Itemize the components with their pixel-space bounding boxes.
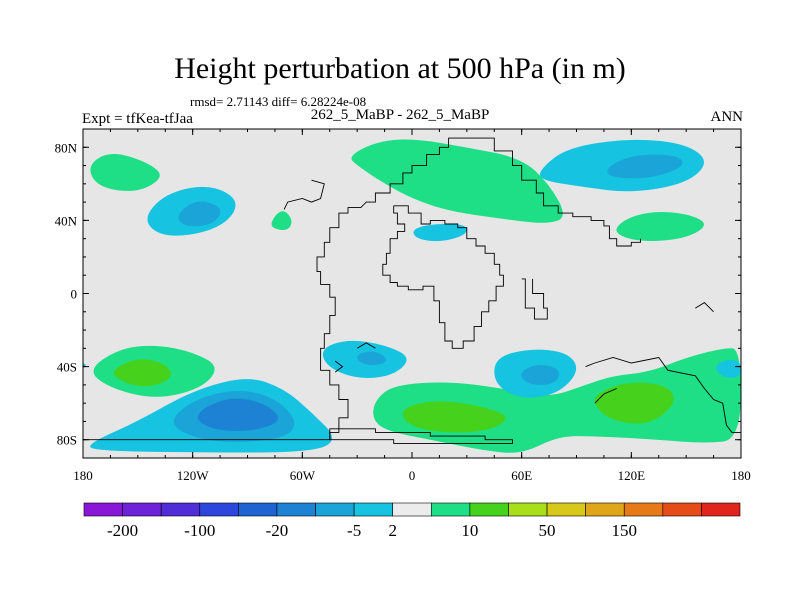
colorbar-box-7 xyxy=(315,502,355,517)
x-tick-label-2: 60W xyxy=(290,468,316,483)
y-tick-label-1: 40N xyxy=(55,213,78,228)
coastline-10 xyxy=(695,302,714,313)
contour-region-positive-4 xyxy=(271,211,292,230)
y-tick-label-0: 80N xyxy=(55,140,78,155)
contour-region-negative-6 xyxy=(413,224,467,242)
experiment-label: Expt = tfKea-tfJaa xyxy=(82,111,193,127)
colorbar-box-15 xyxy=(623,502,664,517)
continent-outlines xyxy=(83,137,741,444)
colorbar-label-0: -200 xyxy=(107,521,138,540)
colorbar-box-5 xyxy=(238,502,278,517)
colorbar-box-3 xyxy=(160,502,201,517)
contour-region-positive-1 xyxy=(90,154,160,191)
y-tick-label-2: 0 xyxy=(71,287,78,302)
colorbar-label-1: -100 xyxy=(184,521,215,540)
colorbar-box-11 xyxy=(469,502,509,517)
y-tick-label-3: 40S xyxy=(57,360,77,375)
colorbar-box-14 xyxy=(585,502,625,517)
contour-region-positive-19 xyxy=(594,382,674,424)
contour-region-negative-14 xyxy=(197,398,278,432)
colorbar-label-3: -5 xyxy=(347,521,361,540)
colorbar-box-13 xyxy=(546,502,586,517)
contour-region-negative-21 xyxy=(521,365,560,385)
colorbar-box-2 xyxy=(122,502,162,517)
colorbar-box-1 xyxy=(83,502,123,517)
y-tick-label-4: 80S xyxy=(57,433,77,448)
colorbar-box-4 xyxy=(199,502,239,517)
stats-label: rmsd= 2.71143 diff= 6.28224e-08 xyxy=(190,94,367,109)
contour-region-positive-5 xyxy=(351,139,563,223)
x-tick-label-1: 120W xyxy=(177,468,210,483)
coastline-4 xyxy=(283,179,325,210)
season-label: ANN xyxy=(710,109,744,125)
contour-region-positive-18 xyxy=(402,401,506,433)
x-tick-label-3: 0 xyxy=(409,468,416,483)
colorbar-box-17 xyxy=(701,502,741,517)
colorbar-box-12 xyxy=(508,502,548,517)
coastline-6 xyxy=(585,357,741,433)
x-tick-label-4: 60E xyxy=(511,468,532,483)
colorbar-label-6: 50 xyxy=(539,521,556,540)
contour-region-negative-16 xyxy=(357,351,387,366)
colorbar-label-2: -20 xyxy=(266,521,289,540)
contour-region-positive-9 xyxy=(616,212,704,242)
colorbar-label-7: 150 xyxy=(611,521,637,540)
colorbar-label-4: 2 xyxy=(388,521,397,540)
plot-title: Height perturbation at 500 hPa (in m) xyxy=(174,52,626,85)
colorbar-box-6 xyxy=(276,502,316,517)
x-tick-label-6: 180 xyxy=(731,468,751,483)
axes: 180 120W 60W 0 60E 120E 180 80N 40N 0 40S 80S xyxy=(55,129,751,483)
coastline-8 xyxy=(334,360,344,373)
colorbar-box-16 xyxy=(662,502,702,517)
colorbar-label-5: 10 xyxy=(461,521,478,540)
coastline-1 xyxy=(83,137,641,441)
coastline-2 xyxy=(382,205,504,349)
coastline-7 xyxy=(594,388,617,404)
contour-regions xyxy=(83,139,741,453)
case-label: 262_5_MaBP - 262_5_MaBP xyxy=(310,107,490,123)
coastline-3 xyxy=(521,278,548,320)
x-tick-label-5: 120E xyxy=(618,468,646,483)
contour-region-negative-8 xyxy=(607,154,683,179)
colorbar-box-10 xyxy=(430,502,471,517)
contour-region-negative-22 xyxy=(716,360,741,378)
colorbar-box-8 xyxy=(353,502,394,517)
contour-region-negative-3 xyxy=(178,201,221,227)
x-tick-label-0: 180 xyxy=(73,468,93,483)
colorbar-box-9 xyxy=(392,502,432,517)
contour-region-positive-11 xyxy=(113,359,171,387)
coastline-9 xyxy=(356,342,376,349)
colorbar: -200 -100 -20 -5 2 10 50 150 xyxy=(83,502,741,540)
coastline-5 xyxy=(329,428,513,444)
